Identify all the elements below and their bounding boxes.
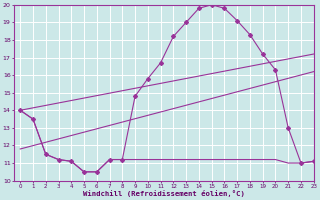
X-axis label: Windchill (Refroidissement éolien,°C): Windchill (Refroidissement éolien,°C) <box>83 190 245 197</box>
